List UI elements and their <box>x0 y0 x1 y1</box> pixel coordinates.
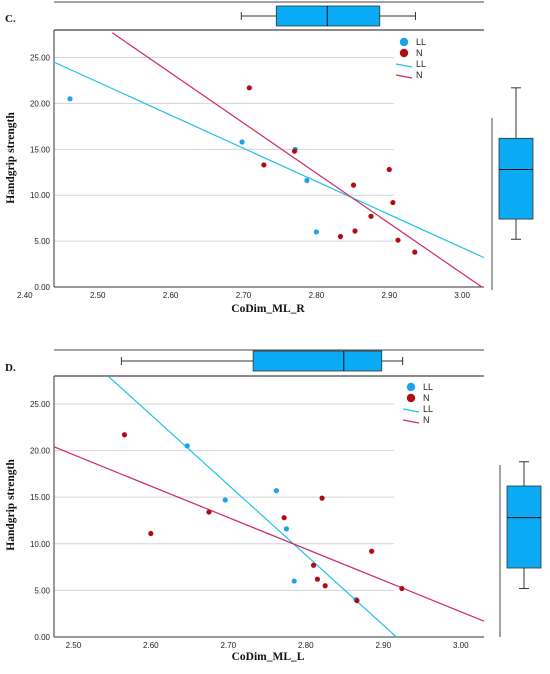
x-tick-label: 2.60 <box>163 291 179 300</box>
x-tick-label: 2.70 <box>221 641 237 650</box>
legend-label: LL <box>423 382 433 392</box>
data-point-ll <box>304 177 310 184</box>
data-point-ll <box>313 229 319 235</box>
data-point-n <box>337 233 344 240</box>
y-tick-label: 0.00 <box>34 633 50 642</box>
legend-marker-ll <box>406 382 416 392</box>
data-point-n <box>206 509 212 515</box>
y-tick-label: 5.00 <box>34 586 50 595</box>
data-point-n <box>281 515 287 521</box>
data-point-n <box>386 166 392 173</box>
data-point-ll <box>291 578 297 584</box>
y-boxplot-box <box>506 485 542 569</box>
data-point-n <box>121 432 128 438</box>
y-tick-label: 5.00 <box>34 237 50 246</box>
fit-line-ll <box>108 376 397 638</box>
legend-line-n <box>395 74 413 79</box>
data-point-ll <box>184 443 190 449</box>
x-tick-label: 2.80 <box>309 291 325 300</box>
y-tick-label: 0.00 <box>34 283 50 292</box>
data-point-ll <box>273 488 279 494</box>
legend-label: LL <box>416 59 426 69</box>
x-tick-label: 3.00 <box>453 641 469 650</box>
data-point-n <box>148 530 154 537</box>
legend-line-ll <box>395 63 413 68</box>
panel-label: C. <box>5 13 16 25</box>
x-tick-label: 2.90 <box>375 641 391 650</box>
data-point-ll <box>239 139 245 145</box>
y-tick-label: 10.00 <box>30 191 51 200</box>
legend-label: N <box>423 393 430 403</box>
fit-line-ll <box>53 61 485 259</box>
y-tick-label: 25.00 <box>30 400 51 409</box>
data-point-n <box>291 148 298 154</box>
data-point-n <box>399 585 405 592</box>
x-tick-label: 2.70 <box>236 291 252 300</box>
data-point-ll <box>67 96 73 102</box>
y-tick-label: 20.00 <box>30 447 51 456</box>
x-axis-label: CoDim_ML_R <box>231 303 305 315</box>
x-boxplot-box <box>252 350 383 372</box>
data-point-n <box>261 162 267 168</box>
panel-label: D. <box>5 362 16 374</box>
y-tick-label: 15.00 <box>30 493 51 502</box>
x-tick-label: 2.60 <box>143 641 159 650</box>
data-point-n <box>310 562 317 568</box>
fit-line-n <box>53 446 485 622</box>
x-tick-label: 2.50 <box>90 291 106 300</box>
legend-label: N <box>416 70 423 80</box>
data-point-n <box>314 576 321 582</box>
y-tick-label: 10.00 <box>30 540 51 549</box>
data-point-n <box>412 249 418 255</box>
x-axis-label: CoDim_ML_L <box>232 651 305 663</box>
y-tick-label: 20.00 <box>30 99 51 108</box>
legend-marker-ll <box>399 37 409 47</box>
legend-label: LL <box>423 404 433 414</box>
y-boxplot-box <box>498 137 534 220</box>
legend-line-n <box>402 419 420 424</box>
x-tick-label: 2.80 <box>298 641 314 650</box>
data-point-n <box>246 85 252 91</box>
data-point-n <box>352 228 358 234</box>
fit-line-n <box>111 32 483 288</box>
data-point-n <box>395 237 401 243</box>
data-point-ll <box>222 497 228 503</box>
x-tick-label: 2.50 <box>66 641 82 650</box>
legend-marker-n <box>406 393 416 403</box>
chart-panel-d: 0.00 5.00 10.00 15.00 20.00 25.00 2.50 2.60 2.70… <box>5 349 542 663</box>
data-point-ll <box>283 526 290 532</box>
y-axis-label: Handgrip strength <box>5 112 17 204</box>
y-tick-label: 15.00 <box>30 145 51 154</box>
legend-label: LL <box>416 37 426 47</box>
x-tick-label: 2.40 <box>17 291 33 300</box>
x-boxplot-box <box>275 5 381 27</box>
data-point-n <box>322 583 328 589</box>
y-tick-label: 25.00 <box>30 54 51 63</box>
data-point-n <box>354 598 360 604</box>
legend-line-ll <box>402 408 420 413</box>
data-point-n <box>390 199 396 206</box>
chart-panel-c: 0.00 5.00 10.00 15.00 20.00 25.00 2.40 2.50 2.60… <box>5 1 534 315</box>
data-point-n <box>369 548 375 554</box>
x-tick-label: 3.00 <box>454 291 470 300</box>
legend-marker-n <box>399 48 409 58</box>
data-point-n <box>368 213 374 219</box>
x-tick-label: 2.90 <box>381 291 397 300</box>
legend-label: N <box>416 48 423 58</box>
y-axis-label: Handgrip strength <box>5 459 17 551</box>
legend-label: N <box>423 415 430 425</box>
data-point-n <box>319 495 325 501</box>
data-point-n <box>350 182 357 188</box>
